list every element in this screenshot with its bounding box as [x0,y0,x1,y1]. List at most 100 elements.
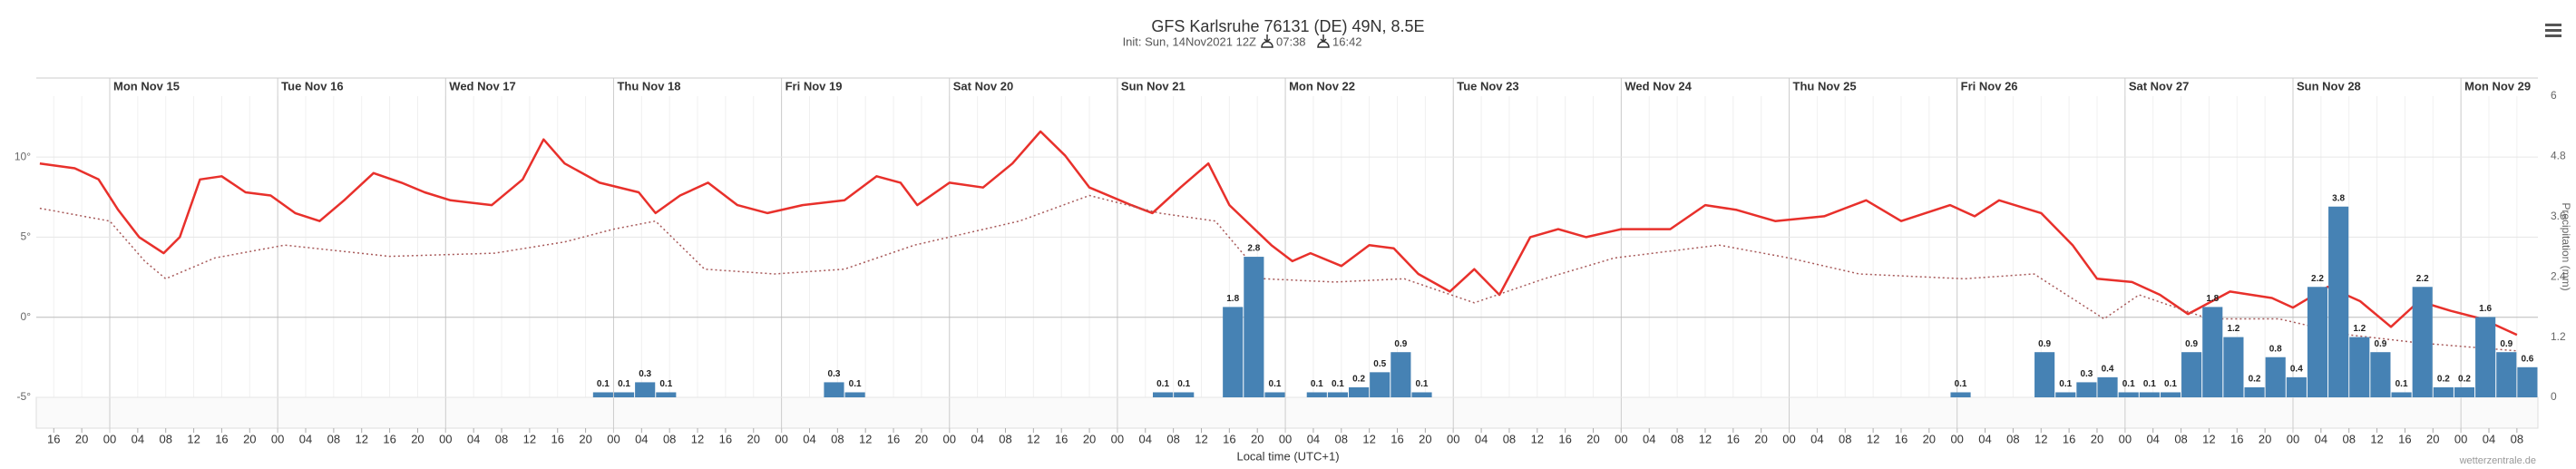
y2-tick-label: 0 [2551,390,2557,403]
x-tick-label: 16 [2230,432,2243,445]
x-tick-label: 00 [2454,432,2467,445]
precip-label: 0.9 [2038,339,2051,349]
x-tick-label: 04 [132,432,144,445]
menu-bar [2545,24,2561,26]
sunrise-icon [1261,34,1273,48]
x-tick-label: 12 [1027,432,1039,445]
x-tick-label: 20 [747,432,760,445]
precip-bar [2391,392,2412,397]
precip-bar [656,392,677,397]
x-tick-label: 16 [2398,432,2411,445]
precip-bar [844,392,865,397]
x-axis-label: Local time (UTC+1) [1236,449,1339,463]
day-label: Tue Nov 16 [281,79,343,93]
chart-subtitle: Init: Sun, 14Nov2021 12Z [1123,34,1256,48]
dewpoint-line [39,194,2517,352]
x-tick-label: 08 [1671,432,1683,445]
precip-bar [2349,337,2370,397]
precip-bar [635,382,656,397]
x-tick-label: 12 [523,432,536,445]
x-tick-label: 20 [2091,432,2103,445]
day-label: Thu Nov 25 [1793,79,1857,93]
precip-bar [2433,386,2454,397]
precip-label: 0.1 [1156,379,1169,389]
x-tick-label: 20 [2426,432,2439,445]
x-tick-label: 08 [2174,432,2187,445]
precip-bar [2181,352,2202,397]
x-tick-label: 12 [1531,432,1544,445]
precip-label: 0.1 [849,379,862,389]
x-tick-label: 16 [1558,432,1571,445]
precip-label: 0.4 [2102,365,2114,375]
menu-icon[interactable] [2545,24,2561,37]
y2-tick-label: 1.2 [2551,330,2566,343]
x-tick-label: 20 [1251,432,1264,445]
x-tick-label: 20 [2259,432,2271,445]
x-tick-label: 20 [579,432,591,445]
day-label: Mon Nov 29 [2464,79,2531,93]
x-tick-label: 16 [1223,432,1235,445]
precip-bar [2496,352,2517,397]
x-tick-label: 16 [1895,432,1908,445]
chart-title: GFS Karlsruhe 76131 (DE) 49N, 8.5E [1151,17,1424,35]
y-tick-label: 0° [21,310,32,323]
precip-label: 2.2 [2311,274,2324,284]
precip-bar [2517,366,2538,397]
day-label: Thu Nov 18 [617,79,680,93]
x-tick-label: 04 [2315,432,2327,445]
precip-bar [1174,392,1195,397]
precip-bar [1264,392,1285,397]
sunset-symbol [1317,34,1330,48]
x-tick-label: 16 [1390,432,1403,445]
precip-label: 0.1 [1416,379,1429,389]
precip-label: 0.1 [2395,379,2408,389]
precip-bar [613,392,635,397]
precip-label: 1.6 [2479,304,2492,314]
precip-label: 0.9 [2185,339,2198,349]
precip-bar [2370,352,2391,397]
credit: wetterzentrale.de [2459,455,2536,466]
precip-label: 2.8 [1247,244,1260,254]
precip-bar [1244,257,1264,397]
y-tick-label: -5° [17,390,32,403]
x-tick-label: 08 [327,432,340,445]
x-tick-label: 08 [1166,432,1179,445]
x-tick-label: 04 [1139,432,1152,445]
precip-label: 0.1 [1269,379,1282,389]
x-tick-label: 12 [691,432,704,445]
x-tick-label: 08 [159,432,171,445]
x-tick-label: 20 [1754,432,1767,445]
x-tick-label: 00 [1615,432,1627,445]
x-tick-label: 04 [1643,432,1655,445]
precip-bar [2412,287,2433,397]
x-tick-label: 16 [719,432,732,445]
y-tick-label: 5° [21,230,32,243]
precip-label: 1.8 [2206,294,2219,304]
x-tick-label: 20 [243,432,256,445]
precip-label: 0.1 [1955,379,1967,389]
day-label: Mon Nov 15 [113,79,180,93]
precip-label: 1.2 [2227,324,2239,334]
y2-tick-label: 2.4 [2551,269,2566,282]
precip-label: 0.3 [2080,369,2093,379]
precip-label: 1.2 [2353,324,2366,334]
x-tick-label: 00 [943,432,956,445]
sunrise-symbol [1261,34,1273,48]
y2-tick-label: 4.8 [2551,150,2566,162]
x-tick-label: 16 [383,432,395,445]
x-tick-label: 16 [215,432,228,445]
x-tick-label: 08 [2342,432,2355,445]
precip-bar [592,392,613,397]
x-tick-label: 04 [2483,432,2495,445]
x-tick-label: 12 [187,432,200,445]
precip-bar [2307,287,2328,397]
x-tick-label: 04 [299,432,312,445]
precip-label: 0.1 [618,379,630,389]
precip-bar [1327,392,1349,397]
precip-bar [2034,352,2055,397]
precip-bar [1390,352,1411,397]
precip-label: 0.1 [597,379,610,389]
x-tick-label: 08 [495,432,508,445]
precip-label: 2.2 [2416,274,2429,284]
precip-bar [2475,317,2496,397]
